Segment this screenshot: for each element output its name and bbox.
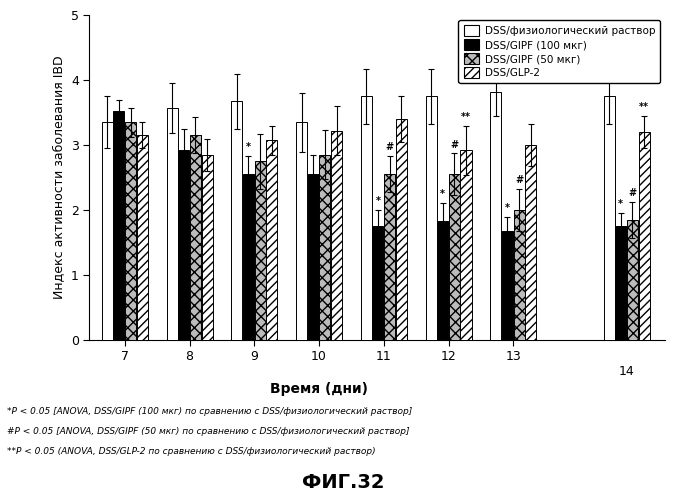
Bar xyxy=(296,122,307,340)
Bar xyxy=(384,174,395,340)
Bar xyxy=(113,111,124,340)
Bar xyxy=(320,155,331,340)
Bar xyxy=(202,155,213,340)
Bar xyxy=(178,150,189,340)
Bar xyxy=(514,210,525,340)
Bar xyxy=(102,122,113,340)
Text: **P < 0.05 (ANOVA, DSS/GLP-2 по сравнению с DSS/физиологический раствор): **P < 0.05 (ANOVA, DSS/GLP-2 по сравнени… xyxy=(7,448,375,456)
Bar xyxy=(502,232,513,340)
Bar xyxy=(615,226,626,340)
Bar xyxy=(167,108,178,340)
Text: Время (дни): Время (дни) xyxy=(270,382,368,396)
Text: #: # xyxy=(628,188,637,198)
Text: #P < 0.05 [ANOVA, DSS/GIPF (50 мкг) по сравнению с DSS/физиологический раствор]: #P < 0.05 [ANOVA, DSS/GIPF (50 мкг) по с… xyxy=(7,428,410,436)
Bar xyxy=(372,226,383,340)
Text: *: * xyxy=(505,203,510,213)
Text: *: * xyxy=(246,142,251,152)
Text: #: # xyxy=(515,176,523,186)
Bar xyxy=(137,135,147,340)
Text: **: ** xyxy=(639,102,649,112)
Bar xyxy=(308,174,319,340)
Bar xyxy=(231,102,242,340)
Bar xyxy=(449,174,460,340)
Text: **: ** xyxy=(461,112,471,122)
Text: 14: 14 xyxy=(619,364,635,378)
Bar xyxy=(361,96,372,340)
Text: #: # xyxy=(386,142,394,152)
Bar xyxy=(243,174,254,340)
Bar xyxy=(490,92,501,340)
Text: *: * xyxy=(375,196,381,206)
Bar xyxy=(460,150,471,340)
Bar xyxy=(627,220,638,340)
Bar xyxy=(604,96,615,340)
Text: *: * xyxy=(440,189,445,199)
Bar xyxy=(190,135,201,340)
Text: ФИГ.32: ФИГ.32 xyxy=(302,474,384,492)
Bar xyxy=(437,221,448,340)
Text: *: * xyxy=(618,200,624,209)
Bar xyxy=(396,119,407,340)
Y-axis label: Индекс активности заболевания IBD: Индекс активности заболевания IBD xyxy=(52,56,65,300)
Bar xyxy=(125,122,136,340)
Bar xyxy=(331,130,342,340)
Bar xyxy=(266,140,277,340)
Legend: DSS/физиологический раствор, DSS/GIPF (100 мкг), DSS/GIPF (50 мкг), DSS/GLP-2: DSS/физиологический раствор, DSS/GIPF (1… xyxy=(458,20,660,84)
Text: *P < 0.05 [ANOVA, DSS/GIPF (100 мкг) по сравнению с DSS/физиологический раствор]: *P < 0.05 [ANOVA, DSS/GIPF (100 мкг) по … xyxy=(7,408,412,416)
Bar xyxy=(639,132,650,340)
Bar xyxy=(255,161,265,340)
Text: #: # xyxy=(450,140,458,149)
Bar xyxy=(425,96,436,340)
Bar xyxy=(525,145,536,340)
